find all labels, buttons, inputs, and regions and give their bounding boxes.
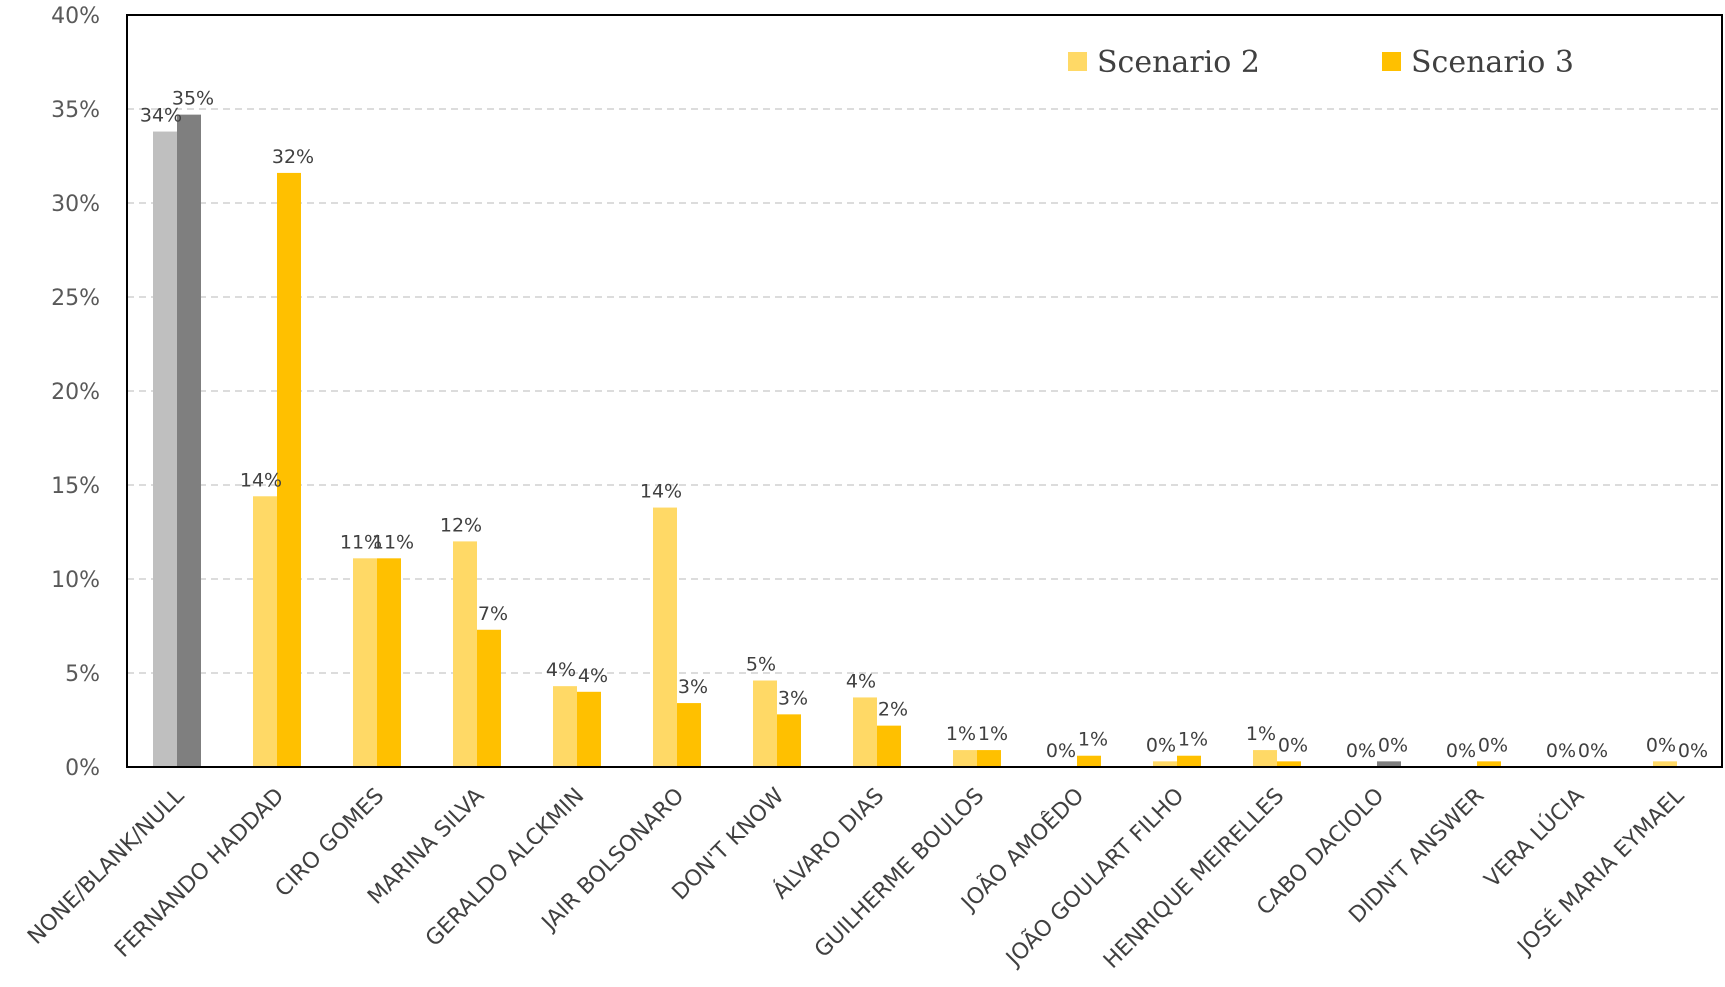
bar-scenario-3 <box>977 750 1001 767</box>
plot-area-frame <box>126 14 1723 768</box>
data-label: 0% <box>1378 734 1408 756</box>
data-label: 2% <box>878 699 908 721</box>
data-label: 1% <box>1178 729 1208 751</box>
bar-scenario-3 <box>477 629 501 767</box>
data-label: 0% <box>1046 740 1076 762</box>
y-tick-label: 0% <box>65 756 100 781</box>
data-label: 4% <box>578 665 608 687</box>
bar-scenario-3 <box>177 114 201 767</box>
data-label: 0% <box>1346 740 1376 762</box>
bar-scenario-3 <box>277 172 301 768</box>
bar-scenario-3 <box>1377 761 1401 767</box>
bar-scenario-3 <box>1077 755 1101 767</box>
data-label: 14% <box>640 481 682 503</box>
bar-scenario-2 <box>153 131 177 767</box>
y-axis-ticks: 0% 5% 10% 15% 20% 25% 30% 35% 40% <box>51 4 100 781</box>
data-label: 4% <box>846 670 876 692</box>
data-label: 35% <box>172 88 214 110</box>
bar-scenario-2 <box>453 541 477 767</box>
data-label: 12% <box>440 514 482 536</box>
legend-label: Scenario 2 <box>1097 45 1260 80</box>
y-tick-label: 15% <box>51 474 100 499</box>
data-label: 3% <box>678 676 708 698</box>
y-tick-label: 5% <box>65 662 100 687</box>
data-label: 34% <box>140 105 182 127</box>
data-label: 0% <box>1278 734 1308 756</box>
category-label: VERA LÚCIA <box>1479 783 1589 893</box>
data-label: 7% <box>478 603 508 625</box>
y-tick-label: 40% <box>51 4 100 29</box>
y-tick-label: 25% <box>51 286 100 311</box>
data-label: 0% <box>1646 734 1676 756</box>
category-label: GUILHERME BOULOS <box>810 784 989 963</box>
y-tick-label: 10% <box>51 568 100 593</box>
bar-scenario-2 <box>553 686 577 767</box>
bar-scenario-2 <box>753 680 777 767</box>
bar-scenario-2 <box>853 697 877 767</box>
category-label: FERNANDO HADDAD <box>110 784 289 963</box>
data-label: 3% <box>778 687 808 709</box>
bar-scenario-2 <box>653 507 677 767</box>
y-tick-label: 20% <box>51 380 100 405</box>
bar-scenario-3 <box>577 691 601 767</box>
bar-scenario-2 <box>1653 761 1677 767</box>
bar-scenario-3 <box>1477 761 1501 767</box>
bar-scenario-2 <box>1253 750 1277 767</box>
data-label: 0% <box>1678 740 1708 762</box>
data-label: 4% <box>546 659 576 681</box>
bar-scenario-3 <box>777 714 801 767</box>
bar-scenario-3 <box>1277 761 1301 767</box>
legend-swatch <box>1382 52 1401 71</box>
bar-scenario-3 <box>377 558 401 767</box>
legend-swatch <box>1068 52 1087 71</box>
data-label: 1% <box>978 723 1008 745</box>
y-tick-label: 30% <box>51 192 100 217</box>
bar-scenario-2 <box>953 750 977 767</box>
data-label: 1% <box>1246 723 1276 745</box>
category-label: JOSÉ MARIA EYMAEL <box>1511 782 1690 961</box>
category-label: JOÃO GOULART FILHO <box>999 782 1189 972</box>
data-label: 11% <box>372 531 414 553</box>
data-label: 32% <box>272 146 314 168</box>
bar-scenario-2 <box>1153 761 1177 767</box>
bar-scenario-2 <box>253 496 277 767</box>
data-label: 0% <box>1546 740 1576 762</box>
data-label: 0% <box>1146 734 1176 756</box>
data-label: 14% <box>240 469 282 491</box>
category-label: HENRIQUE MEIRELLES <box>1099 784 1289 974</box>
y-tick-label: 35% <box>51 98 100 123</box>
bar-scenario-3 <box>877 725 901 767</box>
bar-scenario-2 <box>353 558 377 767</box>
legend-label: Scenario 3 <box>1411 45 1574 80</box>
data-label: 0% <box>1578 740 1608 762</box>
data-label: 1% <box>1078 729 1108 751</box>
data-label: 1% <box>946 723 976 745</box>
bar-scenario-3 <box>1177 755 1201 767</box>
data-label: 5% <box>746 654 776 676</box>
legend: Scenario 2 Scenario 3 <box>1068 45 1574 80</box>
data-label: 0% <box>1478 734 1508 756</box>
data-labels: 34%35%14%32%11%11%12%7%4% 4%14%3%5%3%4%2%… <box>140 88 1708 762</box>
bars <box>153 114 1677 768</box>
data-label: 11% <box>340 531 382 553</box>
bar-scenario-3 <box>677 703 701 767</box>
data-label: 0% <box>1446 740 1476 762</box>
